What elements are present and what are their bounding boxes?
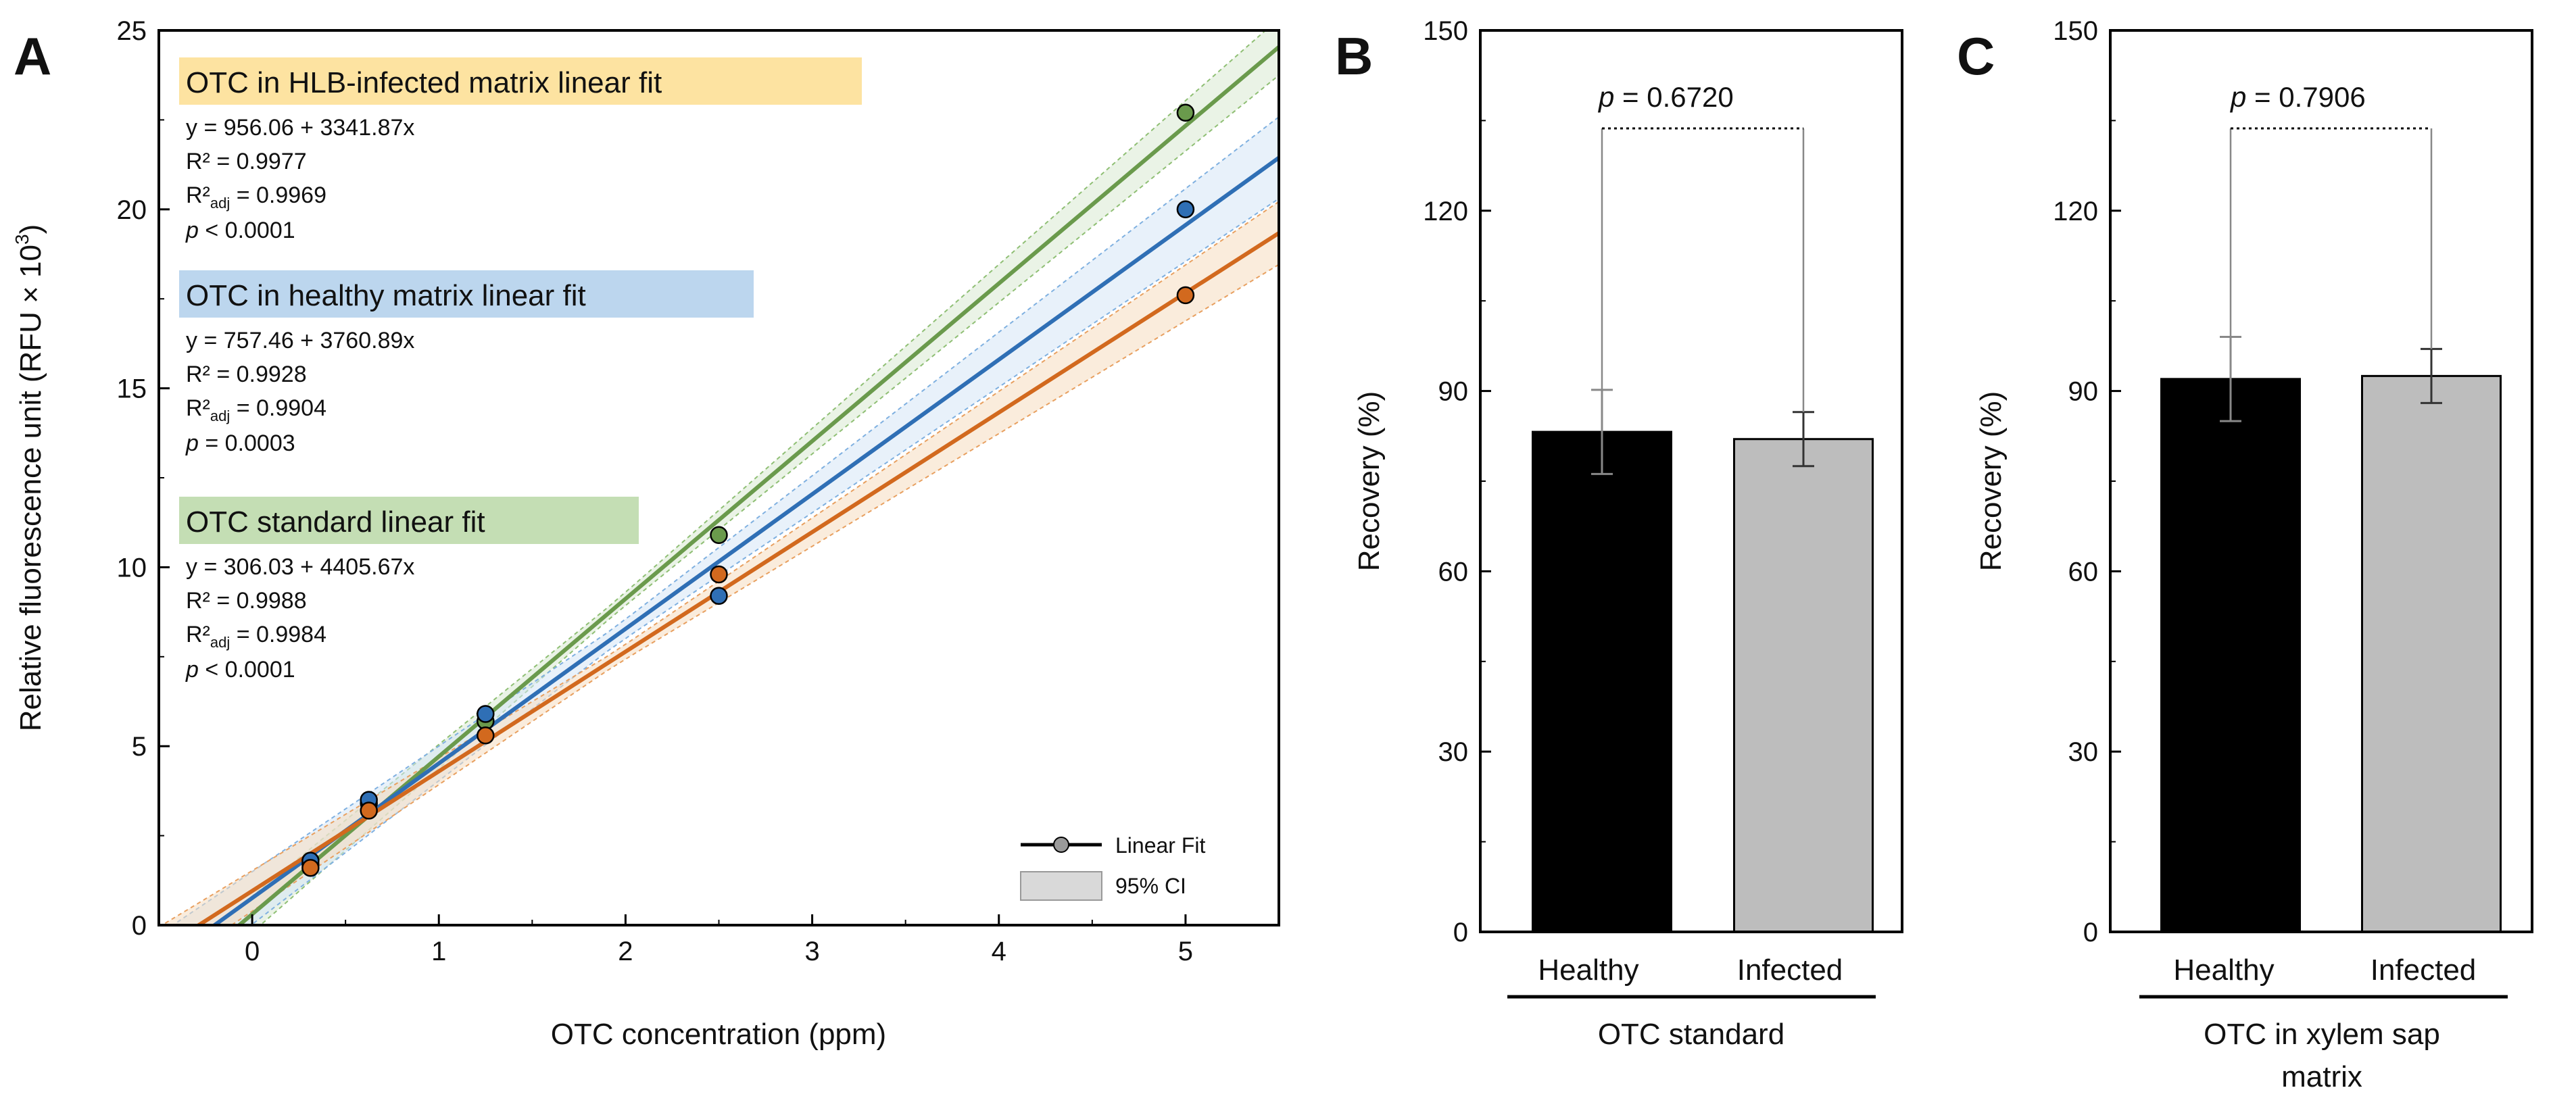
significance-bracket-b (1601, 127, 1805, 412)
x-tick-label: 2 (618, 937, 633, 966)
data-points (301, 103, 1195, 877)
plot-frame-a (157, 29, 1280, 926)
y-tick-label: 10 (117, 553, 147, 583)
y-tick-label: 60 (1438, 557, 1469, 587)
equation-standard: y = 306.03 + 4405.67x (186, 554, 414, 580)
bar-healthy (1532, 430, 1672, 933)
data-point-infected (477, 726, 495, 745)
panel-letter-c: C (1957, 26, 1995, 86)
annotation-hlb-infected: OTC in HLB-infected matrix linear fit y … (179, 57, 862, 243)
group-label-c-line1: OTC in xylem sap (2204, 1018, 2440, 1051)
x-tick-label: 4 (992, 937, 1006, 966)
y-tick-label: 25 (117, 16, 147, 46)
x-axis-ticks: 0 1 2 3 4 5 (158, 914, 1280, 966)
bar-infected (1733, 438, 1874, 933)
y-tick-label: 60 (2068, 557, 2099, 587)
ci-band-standard (215, 30, 1279, 925)
category-label-infected-c: Infected (2371, 954, 2477, 987)
x-tick-label: 0 (245, 937, 260, 966)
r2-standard: R² = 0.9988 (186, 588, 307, 614)
legend: Linear Fit 95% CI (1020, 833, 1206, 901)
y-tick-label: 90 (2068, 377, 2099, 407)
y-tick-label: 30 (2068, 737, 2099, 767)
data-point-healthy (710, 587, 728, 605)
y-tick-label: 0 (2083, 918, 2098, 947)
r2-healthy: R² = 0.9928 (186, 362, 307, 387)
y-tick-label: 5 (132, 732, 147, 762)
data-point-infected (710, 565, 728, 584)
y-axis-ticks-c: 0 30 60 90 120 150 (2053, 16, 2121, 947)
y-tick-label: 30 (1438, 737, 1469, 767)
annotation-healthy: OTC in healthy matrix linear fit y = 757… (179, 270, 754, 456)
data-point-standard (710, 526, 728, 544)
y-axis-ticks: 0 5 10 15 20 25 (117, 16, 170, 941)
ci-band-infected (160, 201, 1279, 925)
y-tick-label: 20 (117, 195, 147, 225)
significance-bracket-c (2229, 127, 2433, 349)
y-tick-label: 0 (1453, 918, 1468, 947)
y-tick-label: 120 (2053, 197, 2098, 226)
panel-letter-b: B (1335, 26, 1373, 86)
category-label-healthy-b: Healthy (1538, 954, 1638, 987)
label-standard: OTC standard linear fit (186, 505, 485, 539)
r2adj-standard: R²adj = 0.9984 (186, 622, 326, 651)
fit-line-standard (236, 45, 1279, 925)
legend-point-swatch (1053, 837, 1069, 853)
plot-frame-b (1479, 29, 1903, 933)
annotation-standard: OTC standard linear fit y = 306.03 + 440… (179, 497, 639, 683)
highlight-hlb-infected (179, 57, 862, 105)
pvalue-hlb-infected: p < 0.0001 (185, 218, 295, 243)
y-tick-label: 90 (1438, 377, 1469, 407)
data-point-healthy (477, 705, 495, 723)
category-label-infected-b: Infected (1737, 954, 1843, 987)
y-tick-label: 150 (1423, 16, 1468, 46)
p-value-c: p = 0.7906 (2229, 81, 2366, 113)
y-tick-label: 15 (117, 374, 147, 404)
category-label-healthy-c: Healthy (2173, 954, 2274, 987)
legend-band-swatch (1020, 871, 1102, 901)
panel-a: A 0 1 2 3 4 5 0 5 10 15 20 25 OTC concentration (p… (11, 16, 1280, 1051)
p-value-b: p = 0.6720 (1597, 81, 1734, 113)
plot-frame-c (2109, 29, 2533, 933)
data-point-infected (301, 859, 320, 877)
bars-b (1532, 389, 1874, 933)
bars-c (2160, 336, 2502, 933)
bar-infected (2361, 374, 2502, 933)
data-point-standard (1176, 103, 1195, 122)
y-tick-label: 0 (132, 911, 147, 941)
legend-95ci: 95% CI (1115, 874, 1186, 898)
y-axis-title-c: Recovery (%) (1974, 391, 2008, 572)
r2-hlb-infected: R² = 0.9977 (186, 149, 307, 174)
pvalue-healthy: p = 0.0003 (185, 430, 295, 456)
pvalue-standard: p < 0.0001 (185, 657, 295, 683)
equation-healthy: y = 757.46 + 3760.89x (186, 328, 414, 353)
data-point-infected (360, 801, 378, 820)
data-point-healthy (1176, 200, 1195, 219)
y-axis-title: Relative fluorescence unit (RFU × 103) (11, 224, 47, 731)
y-tick-label: 120 (1423, 197, 1468, 226)
x-tick-label: 5 (1178, 937, 1193, 966)
r2adj-hlb-infected: R²adj = 0.9969 (186, 182, 326, 212)
x-tick-label: 1 (431, 937, 446, 966)
label-hlb-infected: OTC in HLB-infected matrix linear fit (186, 66, 662, 99)
panel-letter-a: A (14, 26, 51, 86)
label-healthy: OTC in healthy matrix linear fit (186, 279, 586, 312)
y-tick-label: 150 (2053, 16, 2098, 46)
bar-healthy (2160, 378, 2301, 933)
equation-hlb-infected: y = 956.06 + 3341.87x (186, 115, 414, 141)
x-axis-title: OTC concentration (ppm) (551, 1018, 886, 1051)
group-label-c-line2: matrix (2281, 1060, 2362, 1093)
x-tick-label: 3 (804, 937, 819, 966)
r2adj-healthy: R²adj = 0.9904 (186, 395, 326, 424)
y-axis-title-b: Recovery (%) (1353, 391, 1386, 572)
group-label-b: OTC standard (1598, 1018, 1784, 1051)
highlight-standard (179, 497, 639, 544)
legend-linear-fit: Linear Fit (1115, 833, 1206, 858)
highlight-healthy (179, 270, 754, 318)
data-point-infected (1176, 286, 1195, 305)
